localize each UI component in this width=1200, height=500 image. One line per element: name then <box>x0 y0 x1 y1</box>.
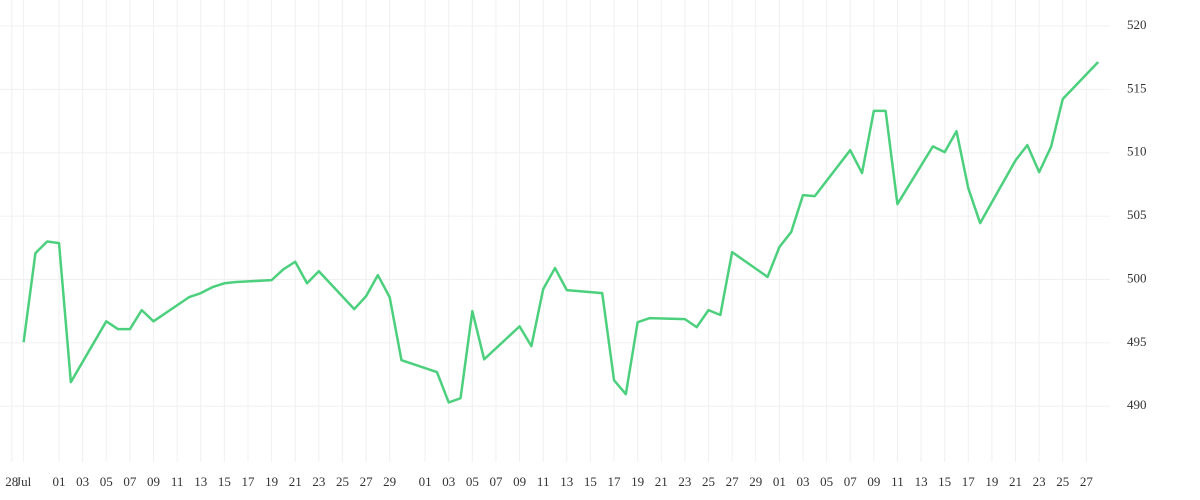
x-tick-label: 11 <box>171 474 184 489</box>
x-tick-label: Jul <box>16 474 32 489</box>
x-tick-label: 07 <box>123 474 137 489</box>
x-tick-label: 03 <box>76 474 89 489</box>
x-tick-label: 13 <box>560 474 573 489</box>
x-tick-label: 17 <box>241 474 255 489</box>
x-tick-label: 23 <box>1033 474 1046 489</box>
x-tick-label: 21 <box>655 474 668 489</box>
x-tick-label: 05 <box>466 474 479 489</box>
x-tick-label: 25 <box>336 474 349 489</box>
x-tick-label: 15 <box>218 474 231 489</box>
x-tick-label: 21 <box>289 474 302 489</box>
x-tick-label: 29 <box>383 474 396 489</box>
x-tick-label: 23 <box>312 474 325 489</box>
x-tick-label: 17 <box>962 474 976 489</box>
x-tick-label: 07 <box>844 474 858 489</box>
y-tick-label: 495 <box>1127 334 1147 349</box>
x-tick-label: 11 <box>537 474 550 489</box>
x-tick-label: 03 <box>796 474 809 489</box>
y-tick-label: 520 <box>1127 17 1147 32</box>
x-tick-label: 01 <box>773 474 786 489</box>
x-tick-label: 05 <box>820 474 833 489</box>
x-tick-label: 01 <box>419 474 432 489</box>
x-tick-label: 09 <box>147 474 160 489</box>
x-tick-label: 19 <box>985 474 998 489</box>
x-tick-label: 27 <box>726 474 740 489</box>
y-tick-label: 500 <box>1127 270 1147 285</box>
y-tick-label: 490 <box>1127 397 1147 412</box>
x-tick-label: 15 <box>584 474 597 489</box>
x-tick-label: 25 <box>702 474 715 489</box>
y-tick-label: 510 <box>1127 144 1147 159</box>
x-tick-label: 15 <box>938 474 951 489</box>
x-tick-label: 25 <box>1056 474 1069 489</box>
y-tick-label: 505 <box>1127 207 1147 222</box>
x-tick-label: 03 <box>442 474 455 489</box>
x-tick-label: 17 <box>608 474 622 489</box>
x-tick-label: 13 <box>194 474 207 489</box>
price-line <box>22 61 1100 404</box>
x-tick-label: 13 <box>915 474 928 489</box>
x-tick-label: 28 <box>5 474 18 489</box>
x-tick-label: 23 <box>678 474 691 489</box>
x-tick-label: 09 <box>513 474 526 489</box>
x-tick-label: 11 <box>891 474 904 489</box>
x-tick-label: 27 <box>1080 474 1094 489</box>
y-tick-label: 515 <box>1127 80 1147 95</box>
x-tick-label: 19 <box>265 474 278 489</box>
x-tick-label: 29 <box>749 474 762 489</box>
x-tick-label: 21 <box>1009 474 1022 489</box>
x-tick-label: 01 <box>53 474 66 489</box>
x-tick-label: 19 <box>631 474 644 489</box>
x-tick-label: 05 <box>100 474 113 489</box>
x-tick-label: 07 <box>489 474 503 489</box>
x-tick-label: 27 <box>360 474 374 489</box>
x-tick-label: 09 <box>867 474 880 489</box>
